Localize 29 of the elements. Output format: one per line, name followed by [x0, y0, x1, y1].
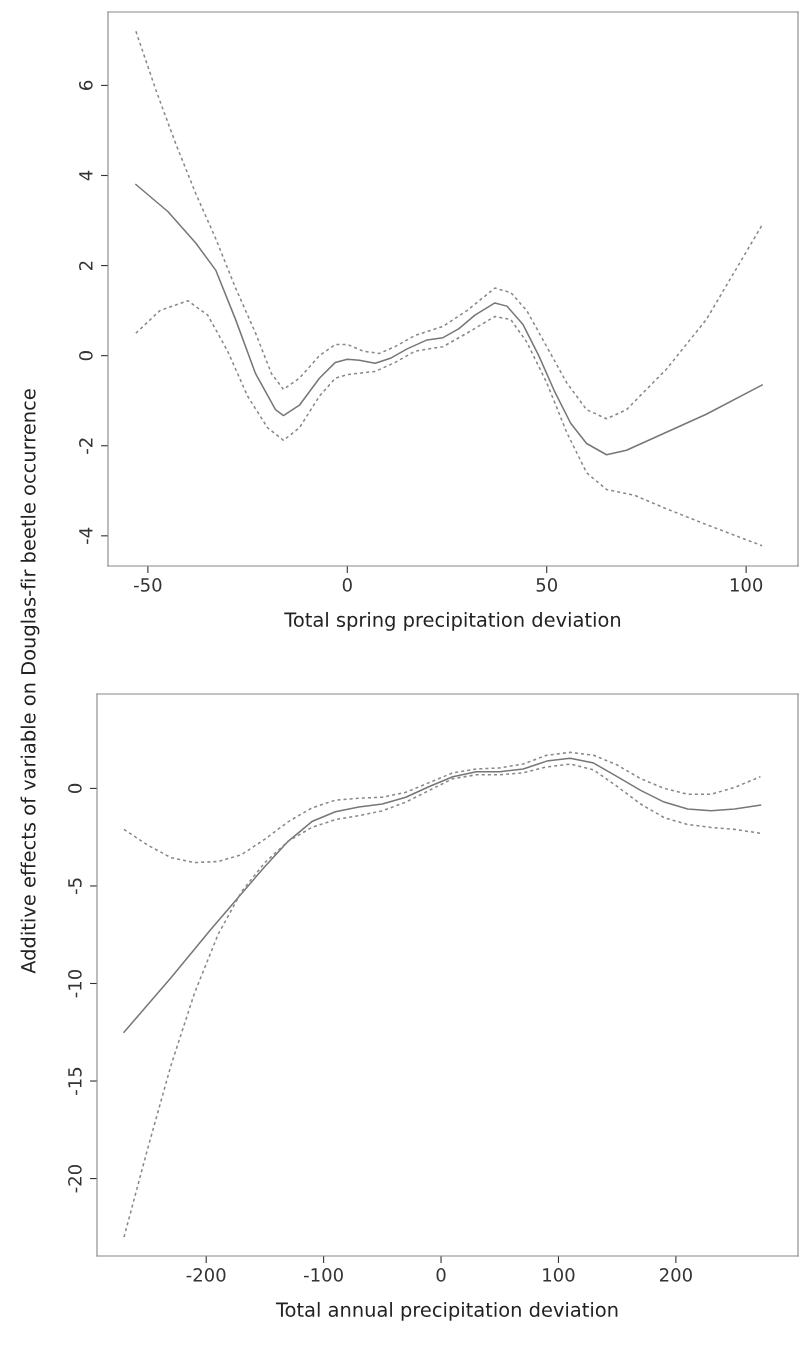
line-series: [123, 757, 762, 1034]
y-tick-label: 2: [79, 261, 93, 270]
line-series: [135, 183, 763, 456]
x-tick-label: 0: [342, 578, 352, 592]
x-tick-label: 200: [659, 1268, 692, 1282]
y-tick-label: -20: [68, 1165, 82, 1193]
y-tick-label: -2: [79, 438, 93, 454]
line-series: [135, 299, 763, 547]
x-tick-label: 100: [730, 578, 763, 592]
x-tick-label: -200: [186, 1268, 226, 1282]
x-tick-label: 100: [543, 1268, 575, 1282]
x-tick-label: -50: [134, 578, 162, 592]
y-tick-label: 0: [79, 351, 93, 361]
x-tick-label: -100: [304, 1268, 343, 1282]
y-tick-label: -10: [68, 969, 82, 998]
y-tick-label: 4: [79, 170, 93, 181]
line-series: [123, 763, 762, 1238]
line-series: [135, 30, 763, 420]
line-series: [123, 751, 762, 864]
y-tick-label: -4: [79, 527, 93, 544]
y-axis-title: Additive effects of variable on Douglas-fir beetle occurrence: [20, 389, 40, 974]
y-tick-label: -5: [68, 878, 82, 895]
y-tick-label: 0: [68, 783, 82, 793]
x-axis-title: Total spring precipitation deviation: [284, 611, 621, 631]
x-axis-title: Total annual precipitation deviation: [275, 1301, 618, 1321]
y-tick-label: -15: [68, 1067, 82, 1095]
y-tick-label: 6: [79, 80, 93, 90]
x-tick-label: 0: [436, 1268, 446, 1282]
x-tick-label: 50: [536, 578, 558, 592]
